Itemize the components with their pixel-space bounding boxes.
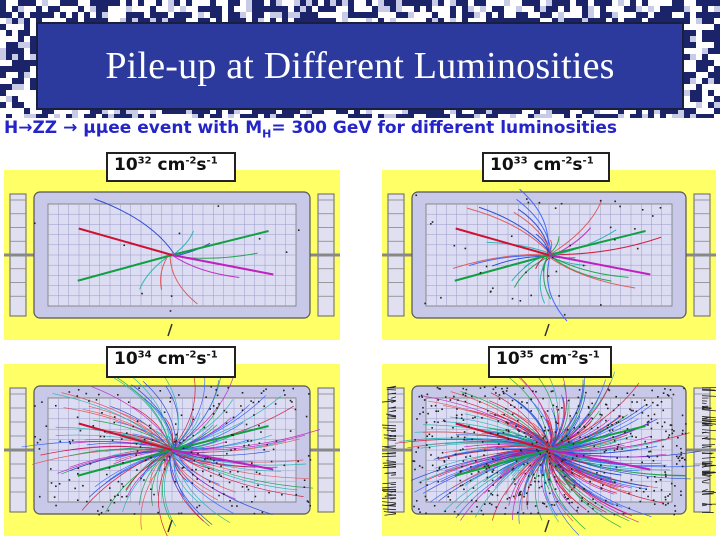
- lumi-label-1e35: 1035 cm-2s-1: [488, 346, 612, 378]
- lumi-label-1e33: 1033 cm-2s-1: [482, 152, 610, 182]
- subtitle-mumu: μμ: [77, 118, 109, 138]
- lumi-unit-s: s: [578, 349, 589, 369]
- subtitle-mass-subscript: H: [262, 127, 272, 141]
- lumi-label-1e32: 1032 cm-2s-1: [106, 152, 236, 182]
- panel-lumi-1e33: [382, 170, 716, 340]
- lumi-unit-cm: cm: [151, 349, 186, 369]
- lumi-unit-cm-exp: -2: [567, 349, 579, 361]
- lumi-base: 10: [114, 349, 138, 369]
- title-box: Pile-up at Different Luminosities: [36, 22, 684, 110]
- event-display-1e35: [382, 364, 716, 536]
- lumi-exp: 33: [513, 155, 528, 167]
- lumi-unit-s-exp: -1: [206, 155, 218, 167]
- event-display-1e34: [4, 364, 340, 536]
- event-display-1e32: [4, 170, 340, 340]
- subtitle-h: H: [4, 118, 19, 138]
- event-display-1e33: [382, 170, 716, 340]
- lumi-unit-cm-exp: -2: [185, 349, 197, 361]
- lumi-unit-s-exp: -1: [588, 349, 600, 361]
- lumi-base: 10: [496, 349, 520, 369]
- page-title: Pile-up at Different Luminosities: [105, 45, 615, 87]
- lumi-unit-s: s: [196, 155, 207, 175]
- lumi-base: 10: [114, 155, 138, 175]
- lumi-unit-cm: cm: [533, 349, 568, 369]
- subtitle-zz: ZZ: [32, 118, 64, 138]
- subtitle-event-text: ee event with M: [108, 118, 263, 138]
- lumi-exp: 34: [137, 349, 152, 361]
- subtitle-arrow-1: →: [18, 118, 33, 138]
- lumi-unit-cm-exp: -2: [185, 155, 197, 167]
- panel-lumi-1e34: [4, 364, 340, 536]
- lumi-label-1e34: 1034 cm-2s-1: [106, 346, 236, 378]
- subtitle: H→ZZ → μμee event with MH= 300 GeV for d…: [4, 118, 716, 140]
- subtitle-arrow-2: →: [63, 118, 78, 138]
- lumi-unit-s: s: [572, 155, 583, 175]
- lumi-unit-cm-exp: -2: [561, 155, 573, 167]
- lumi-unit-s-exp: -1: [582, 155, 594, 167]
- lumi-unit-s-exp: -1: [206, 349, 218, 361]
- panel-lumi-1e35: [382, 364, 716, 536]
- lumi-unit-s: s: [196, 349, 207, 369]
- lumi-exp: 35: [519, 349, 534, 361]
- panel-lumi-1e32: [4, 170, 340, 340]
- lumi-unit-cm: cm: [527, 155, 562, 175]
- lumi-unit-cm: cm: [151, 155, 186, 175]
- subtitle-mass-text: = 300 GeV for different luminosities: [271, 118, 618, 138]
- lumi-base: 10: [490, 155, 514, 175]
- lumi-exp: 32: [137, 155, 152, 167]
